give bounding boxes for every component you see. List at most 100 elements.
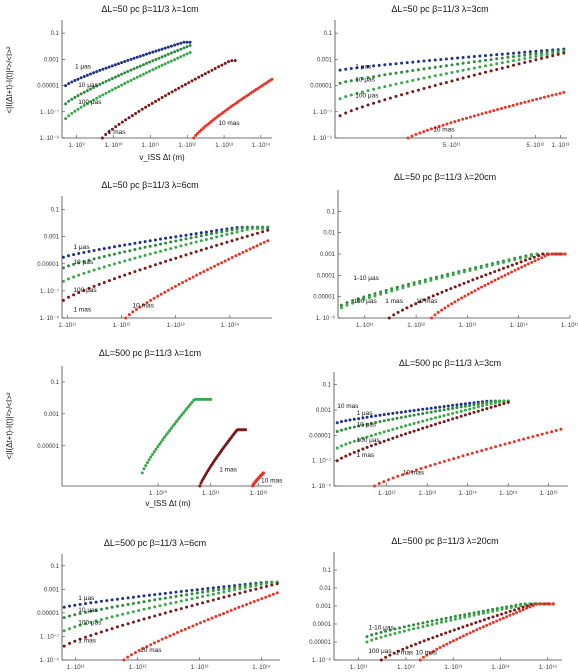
data-point (455, 406, 459, 410)
y-tick-label: 0.00001 (309, 640, 331, 646)
data-point (160, 96, 164, 99)
x-tick-label: 1.·10¹⁴ (252, 142, 271, 149)
data-point (506, 265, 510, 269)
data-point (392, 313, 396, 317)
data-point (211, 598, 215, 602)
data-point (509, 606, 513, 609)
data-point (345, 303, 349, 307)
data-point (344, 95, 348, 99)
data-point (230, 239, 234, 243)
data-point (73, 613, 77, 617)
data-point (388, 72, 392, 76)
data-point (127, 116, 131, 120)
data-point (488, 110, 492, 114)
series-annotation: 1 μas (357, 410, 374, 417)
data-point (270, 583, 274, 587)
data-point (168, 634, 172, 638)
data-point (121, 612, 125, 616)
data-point (137, 609, 141, 612)
data-point (444, 57, 448, 61)
data-point (352, 439, 356, 443)
data-point (378, 420, 382, 424)
data-point (126, 611, 130, 615)
data-point (261, 227, 265, 230)
data-point (126, 596, 130, 600)
data-point (250, 233, 254, 237)
data-point (531, 98, 535, 102)
data-point (384, 655, 388, 659)
data-point (104, 79, 108, 83)
data-point (195, 602, 199, 606)
data-point (500, 56, 504, 60)
data-point (468, 412, 472, 416)
data-point (196, 131, 200, 135)
data-point (433, 126, 437, 130)
data-point (199, 234, 203, 238)
data-point (169, 591, 173, 595)
data-point (138, 255, 142, 259)
data-point (545, 55, 549, 59)
series-annotation: 1 mas (219, 466, 237, 473)
panel-title: ΔL=50 pc β=11/3 λ=1cm (101, 4, 198, 14)
data-point (94, 632, 98, 636)
data-point (133, 270, 137, 274)
data-point (210, 232, 213, 236)
data-point (147, 593, 151, 597)
data-point (77, 261, 81, 265)
data-point (107, 263, 111, 267)
data-point (92, 284, 96, 288)
data-point (444, 631, 448, 635)
data-point (141, 72, 145, 76)
data-point (510, 263, 514, 267)
data-point (182, 40, 186, 44)
data-point (442, 459, 446, 463)
data-point (475, 450, 479, 454)
data-point (405, 306, 409, 310)
data-point (176, 417, 180, 421)
data-point (113, 277, 116, 281)
data-point (474, 267, 478, 271)
data-point (205, 268, 209, 272)
data-point (540, 54, 543, 57)
data-point (502, 266, 505, 270)
data-point (133, 241, 137, 245)
data-point (374, 637, 378, 641)
data-point (361, 436, 365, 440)
data-point (194, 133, 198, 137)
data-point (92, 268, 96, 272)
data-point (348, 441, 352, 445)
data-point (449, 121, 453, 125)
data-point (131, 602, 135, 605)
data-point (138, 241, 142, 244)
y-tick-label: 0.001 (44, 587, 60, 593)
data-point (374, 432, 378, 436)
panel-title: ΔL=500 pc β=11/3 λ=6cm (104, 538, 206, 548)
data-point (401, 286, 405, 290)
x-tick-label: 1.·10¹³ (191, 665, 209, 671)
data-point (260, 597, 264, 601)
data-point (133, 248, 137, 251)
data-point (178, 415, 182, 419)
data-point (98, 68, 102, 72)
data-point (183, 83, 187, 86)
data-point (435, 647, 439, 651)
data-point (412, 627, 416, 631)
data-point (491, 615, 495, 619)
data-point (185, 605, 189, 609)
x-tick-label: 1.·10¹³ (167, 323, 185, 329)
y-tick-label: 0.001 (317, 57, 333, 63)
data-point (387, 429, 390, 433)
data-point (163, 46, 167, 50)
data-point (458, 636, 462, 640)
panel-title: ΔL=500 pc β=11/3 λ=3cm (399, 358, 501, 368)
data-point (230, 228, 234, 232)
data-point (400, 81, 404, 85)
data-point (335, 446, 339, 450)
data-point (179, 55, 183, 59)
data-point (82, 103, 86, 107)
data-point (210, 616, 214, 620)
series-annotation: 1 mas (78, 638, 96, 645)
data-point (143, 266, 147, 270)
data-point (149, 643, 153, 647)
data-point (266, 228, 270, 232)
